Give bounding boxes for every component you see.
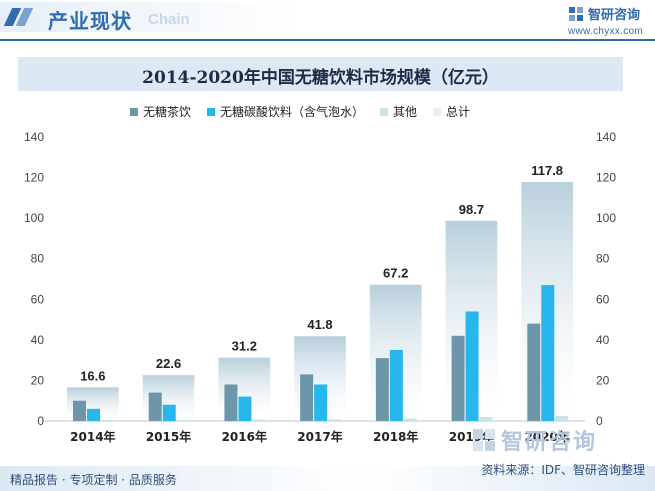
y-tick-label-left: 0 — [37, 414, 44, 428]
y-axis-right: 0 20 40 60 80 100 120 140 — [596, 130, 616, 428]
x-tick-label: 2018年 — [373, 429, 418, 444]
y-tick-label-right: 40 — [596, 333, 610, 347]
brand-name: 智研咨询 — [587, 8, 640, 23]
bar-other — [101, 419, 114, 421]
y-tick-label-left: 40 — [31, 333, 45, 347]
section-title: 产业现状 — [48, 9, 132, 33]
y-tick-label-right: 20 — [596, 373, 610, 387]
bar-other — [176, 419, 190, 421]
header-bar: 产业现状 Chain 智研咨询 www.chyxx.com — [0, 0, 655, 44]
legend-label-total: 总计 — [446, 105, 471, 119]
bar-soda — [465, 311, 479, 421]
data-label-total: 16.6 — [80, 368, 105, 383]
bar-other — [252, 419, 266, 421]
header-rule — [0, 39, 655, 41]
bar-tea — [73, 400, 86, 421]
legend-swatch-tea — [130, 107, 138, 116]
x-tick-label: 2014年 — [70, 429, 115, 444]
data-label-total: 31.2 — [232, 339, 257, 354]
y-tick-label-right: 100 — [596, 211, 616, 225]
bar-soda — [389, 350, 403, 421]
legend-swatch-soda — [207, 107, 216, 116]
brand-logo: 智研咨询 www.chyxx.com — [568, 4, 643, 37]
bar-tea — [375, 358, 389, 421]
x-tick-label: 2020年 — [524, 429, 569, 444]
source-note: 资料来源：IDF、智研咨询整理 — [481, 463, 645, 477]
y-tick-label-right: 80 — [596, 252, 610, 266]
bar-other — [328, 419, 342, 421]
section-subtitle: Chain — [148, 11, 190, 28]
data-label-total: 117.8 — [531, 163, 563, 178]
footer-tagline: 精品报告 · 专项定制 · 品质服务 — [10, 473, 177, 487]
y-tick-label-right: 120 — [596, 171, 616, 185]
y-tick-label-left: 20 — [31, 373, 45, 387]
y-tick-label-left: 80 — [31, 252, 45, 266]
data-label-total: 41.8 — [307, 317, 332, 332]
y-tick-label-right: 140 — [596, 130, 616, 144]
bar-tea — [451, 335, 465, 421]
bar-groups: 16.6 22.6 31.2 41.8 67.2 98.7 117.8 — [67, 163, 573, 421]
footer-watermark-logo: 智研咨询 — [472, 424, 597, 456]
bar-tea — [148, 392, 162, 421]
y-tick-label-left: 120 — [24, 171, 44, 185]
legend-item-tea: 无糖茶饮 — [130, 103, 191, 120]
y-tick-label-right: 0 — [596, 414, 603, 428]
bar-tea — [527, 323, 541, 421]
brand-logo-icon — [568, 6, 583, 21]
watermark-name: 智研咨询 — [501, 430, 598, 455]
legend-swatch-total — [433, 107, 442, 116]
brand-url: www.chyxx.com — [567, 26, 643, 37]
y-tick-label-left: 140 — [24, 130, 44, 144]
chart-legend: 无糖茶饮 无糖碳酸饮料（含气泡水） 其他 总计 — [130, 103, 470, 120]
data-label-total: 98.7 — [459, 202, 484, 217]
legend-item-other: 其他 — [380, 103, 417, 120]
footer-bar — [0, 466, 655, 491]
x-tick-label: 2017年 — [297, 429, 342, 444]
bar-tea — [300, 374, 314, 421]
x-tick-label: 2016年 — [222, 429, 267, 444]
legend-label-other: 其他 — [393, 105, 418, 119]
bar-soda — [162, 404, 176, 421]
x-tick-label: 2015年 — [146, 429, 191, 444]
bar-soda — [314, 384, 328, 421]
section-title-tab — [0, 2, 300, 32]
bar-other — [403, 418, 417, 421]
watermark-logo-icon — [473, 429, 495, 451]
chart-title-box: 2014-2020年中国无糖饮料市场规模（亿元） — [18, 57, 623, 91]
y-tick-label-left: 60 — [31, 292, 45, 306]
bar-other — [555, 415, 569, 421]
chart-title: 2014-2020年中国无糖饮料市场规模（亿元） — [142, 68, 499, 88]
legend-label-tea: 无糖茶饮 — [143, 105, 192, 119]
y-tick-label-left: 100 — [24, 211, 44, 225]
bar-soda — [87, 408, 100, 421]
bar-soda — [541, 285, 555, 421]
bar-tea — [224, 384, 238, 421]
legend-item-total: 总计 — [433, 103, 470, 120]
y-tick-label-right: 60 — [596, 292, 610, 306]
data-label-total: 67.2 — [383, 266, 408, 281]
legend-swatch-other — [380, 107, 389, 116]
legend-label-soda: 无糖碳酸饮料（含气泡水） — [220, 105, 365, 119]
bar-soda — [238, 396, 252, 421]
bar-other — [479, 416, 493, 421]
data-label-total: 22.6 — [156, 356, 181, 371]
legend-item-soda: 无糖碳酸饮料（含气泡水） — [207, 103, 364, 120]
